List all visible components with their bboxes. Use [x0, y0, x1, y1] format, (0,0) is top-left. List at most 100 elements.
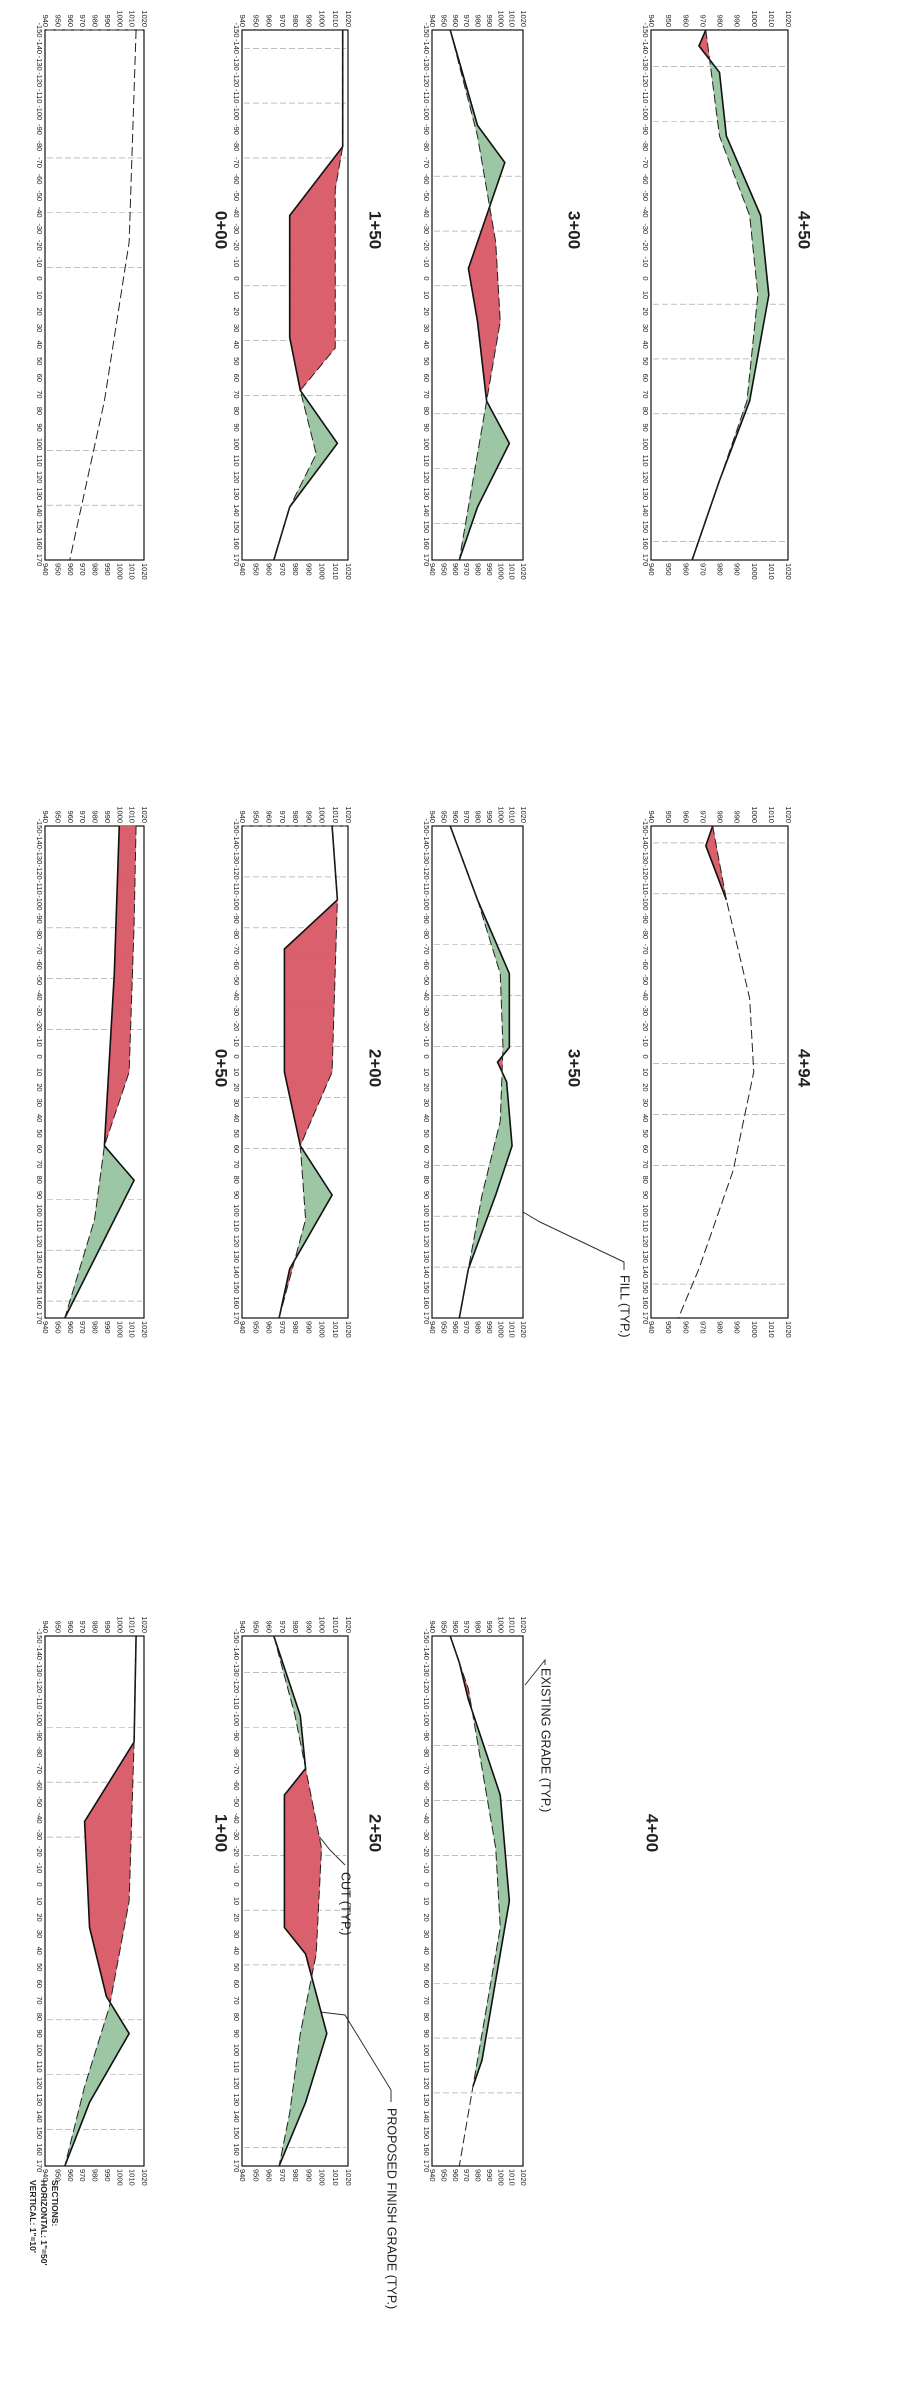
- cut-area: [468, 264, 498, 269]
- elevation-label: 950: [439, 1620, 448, 1633]
- fill-area: [755, 313, 766, 318]
- cut-area: [90, 1931, 124, 1936]
- elevation-label-group: 940: [41, 810, 50, 823]
- elevation-label-group: 950: [53, 1321, 62, 1334]
- offset-label: 0: [232, 276, 241, 280]
- elevation-label: 990: [304, 1620, 313, 1633]
- cut-area: [481, 355, 495, 360]
- fill-area: [497, 1889, 509, 1894]
- fill-area: [481, 423, 502, 428]
- elevation-label: 1000: [318, 2169, 327, 2186]
- offset-label: -20: [35, 240, 44, 251]
- offset-label-group: -110: [422, 89, 431, 103]
- offset-label-group: 150: [35, 1281, 44, 1294]
- fill-area: [473, 468, 497, 474]
- leader-line: [522, 1211, 625, 1270]
- offset-label-group: -30: [35, 1829, 44, 1840]
- cut-area: [284, 955, 336, 960]
- fill-area: [298, 2040, 325, 2046]
- elevation-label: 940: [428, 563, 437, 576]
- cut-area: [111, 1012, 132, 1017]
- offset-label: 160: [422, 537, 431, 550]
- offset-label: 90: [641, 423, 650, 431]
- fill-area: [500, 1113, 510, 1118]
- elevation-label-group: 940: [238, 14, 247, 27]
- fill-area: [484, 1786, 500, 1791]
- offset-label-group: 140: [35, 1266, 44, 1279]
- cut-area: [284, 1802, 314, 1807]
- offset-label-group: 50: [35, 1129, 44, 1137]
- elevation-label-group: 1010: [128, 1321, 137, 1338]
- offset-label-group: 130: [232, 2093, 241, 2106]
- offset-label-group: -150: [232, 818, 241, 833]
- elevation-label: 980: [474, 563, 483, 576]
- fill-area: [93, 1219, 115, 1224]
- existing-grade: [273, 1635, 323, 2167]
- cut-area: [284, 1912, 319, 1917]
- cut-area: [284, 1043, 334, 1048]
- elevation-label: 960: [265, 1321, 274, 1334]
- cut-area: [118, 846, 136, 851]
- fill-area: [94, 2048, 121, 2053]
- station-label-group: 4+94: [795, 1049, 814, 1088]
- existing-grade: [449, 825, 504, 1319]
- cut-area: [84, 1821, 132, 1826]
- elevation-label: 1000: [496, 806, 505, 823]
- fill-area: [754, 268, 767, 273]
- elevation-label: 940: [647, 14, 656, 27]
- cut-area: [293, 1117, 313, 1122]
- offset-label: 110: [232, 1220, 241, 1232]
- offset-label: -130: [641, 849, 650, 864]
- offset-label: 90: [422, 423, 431, 431]
- fill-area: [88, 2067, 110, 2072]
- offset-label-group: 110: [35, 455, 44, 467]
- offset-label: -150: [232, 1628, 241, 1643]
- cut-area: [284, 1813, 316, 1818]
- offset-label-group: 0: [35, 1882, 44, 1886]
- cut-area: [289, 215, 336, 220]
- offset-label-group: 10: [422, 1897, 431, 1905]
- offset-label-group: -120: [35, 1678, 44, 1693]
- offset-label: -150: [35, 22, 44, 37]
- cut-area: [289, 256, 336, 262]
- offset-label: 60: [232, 374, 241, 382]
- elevation-label-group: 950: [439, 563, 448, 576]
- elevation-label: 1010: [508, 2169, 517, 2186]
- cut-area: [106, 1096, 122, 1101]
- fill-area: [293, 2074, 315, 2080]
- fill-area: [749, 215, 762, 220]
- fill-area: [483, 173, 502, 178]
- offset-label: 10: [35, 291, 44, 299]
- proposed-grade: [64, 825, 136, 1319]
- elevation-label-group: 1020: [344, 806, 353, 823]
- offset-label: 150: [641, 1281, 650, 1294]
- cut-area: [284, 1915, 319, 1921]
- elevation-label: 950: [664, 810, 673, 823]
- fill-area: [100, 1166, 127, 1171]
- offset-label-group: -150: [35, 1628, 44, 1643]
- elevation-label: 970: [698, 1321, 707, 1334]
- offset-label-group: 160: [641, 537, 650, 550]
- elevation-label: 940: [428, 2169, 437, 2182]
- offset-label: 80: [232, 2013, 241, 2021]
- elevation-label-group: 990: [304, 1620, 313, 1633]
- cut-area: [88, 1908, 129, 1913]
- offset-label-group: -130: [641, 56, 650, 71]
- offset-label-group: 50: [422, 357, 431, 365]
- cut-area: [287, 941, 337, 946]
- cut-area: [475, 241, 497, 247]
- offset-label: -40: [35, 207, 44, 218]
- offset-label-group: 150: [641, 1281, 650, 1294]
- cut-area: [117, 853, 136, 858]
- elevation-label: 950: [251, 1321, 260, 1334]
- cut-area: [93, 1946, 121, 1951]
- offset-label-group: -10: [232, 1036, 241, 1047]
- elevation-label-group: 1020: [519, 10, 528, 27]
- elevation-label-group: 1000: [496, 10, 505, 27]
- elevation-label-group: 1000: [750, 10, 759, 27]
- offset-label: -110: [422, 89, 431, 103]
- offset-label: -70: [641, 944, 650, 955]
- offset-label-group: 160: [422, 537, 431, 550]
- offset-label: -90: [35, 913, 44, 924]
- offset-label-group: 120: [422, 2077, 431, 2090]
